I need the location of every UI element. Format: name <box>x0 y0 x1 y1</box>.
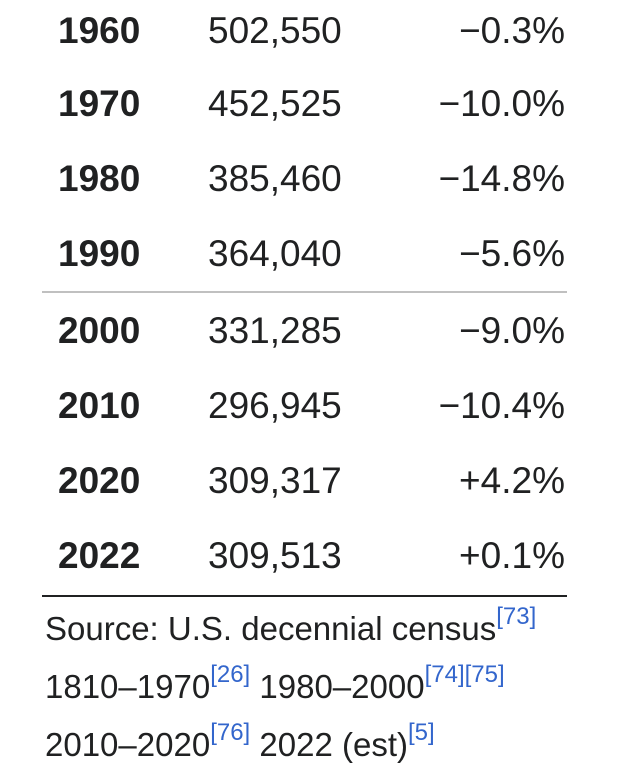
year-cell: 2000 <box>58 309 141 351</box>
table-row: 2020 309,317 +4.2% <box>42 443 567 518</box>
census-range: 1980–2000 <box>259 668 425 705</box>
population-table: 1960 502,550 −0.3% 1970 452,525 −10.0% 1… <box>42 0 567 597</box>
population-cell: 385,460 <box>208 157 342 199</box>
year-cell: 1990 <box>58 232 141 274</box>
citation-link[interactable]: [76] <box>210 719 251 746</box>
source-line-2: 1810–1970[26] 1980–2000[74][75] <box>45 658 585 716</box>
citation-link[interactable]: [26] <box>210 661 251 688</box>
census-range: 2010–2020 <box>45 726 211 763</box>
year-cell: 2010 <box>58 384 141 426</box>
year-cell: 1980 <box>58 157 141 199</box>
population-cell: 452,525 <box>208 82 342 124</box>
change-cell: +0.1% <box>459 534 565 576</box>
citation-link[interactable]: [75] <box>464 661 505 688</box>
source-prefix: Source: U.S. decennial census <box>45 610 497 647</box>
population-cell: 364,040 <box>208 232 342 274</box>
citation-link[interactable]: [74] <box>424 661 465 688</box>
census-range: 1810–1970 <box>45 668 211 705</box>
change-cell: −14.8% <box>438 157 565 199</box>
table-row: 2000 331,285 −9.0% <box>42 293 567 368</box>
change-cell: +4.2% <box>459 459 565 501</box>
table-row: 1990 364,040 −5.6% <box>42 216 567 291</box>
change-cell: −10.4% <box>438 384 565 426</box>
population-cell: 502,550 <box>208 10 342 51</box>
table-row: 1960 502,550 −0.3% <box>42 0 567 66</box>
year-cell: 1970 <box>58 82 141 124</box>
change-cell: −10.0% <box>438 82 565 124</box>
source-note: Source: U.S. decennial census[73] 1810–1… <box>45 600 585 774</box>
year-cell: 1960 <box>58 10 141 51</box>
population-cell: 296,945 <box>208 384 342 426</box>
change-cell: −5.6% <box>459 232 565 274</box>
population-cell: 309,317 <box>208 459 342 501</box>
citation-link[interactable]: [5] <box>407 719 435 746</box>
table-row: 1980 385,460 −14.8% <box>42 141 567 216</box>
year-cell: 2020 <box>58 459 141 501</box>
source-line-1: Source: U.S. decennial census[73] <box>45 600 585 658</box>
table-footer-rule <box>42 595 567 597</box>
population-cell: 309,513 <box>208 534 342 576</box>
table-row: 1970 452,525 −10.0% <box>42 66 567 141</box>
population-cell: 331,285 <box>208 309 342 351</box>
citation-link[interactable]: [73] <box>496 603 537 630</box>
table-row: 2022 309,513 +0.1% <box>42 518 567 593</box>
source-line-3: 2010–2020[76] 2022 (est)[5] <box>45 716 585 774</box>
section-divider <box>42 291 567 293</box>
change-cell: −0.3% <box>459 10 565 51</box>
table-row: 2010 296,945 −10.4% <box>42 368 567 443</box>
change-cell: −9.0% <box>459 309 565 351</box>
census-range: 2022 (est) <box>259 726 408 763</box>
year-cell: 2022 <box>58 534 141 576</box>
